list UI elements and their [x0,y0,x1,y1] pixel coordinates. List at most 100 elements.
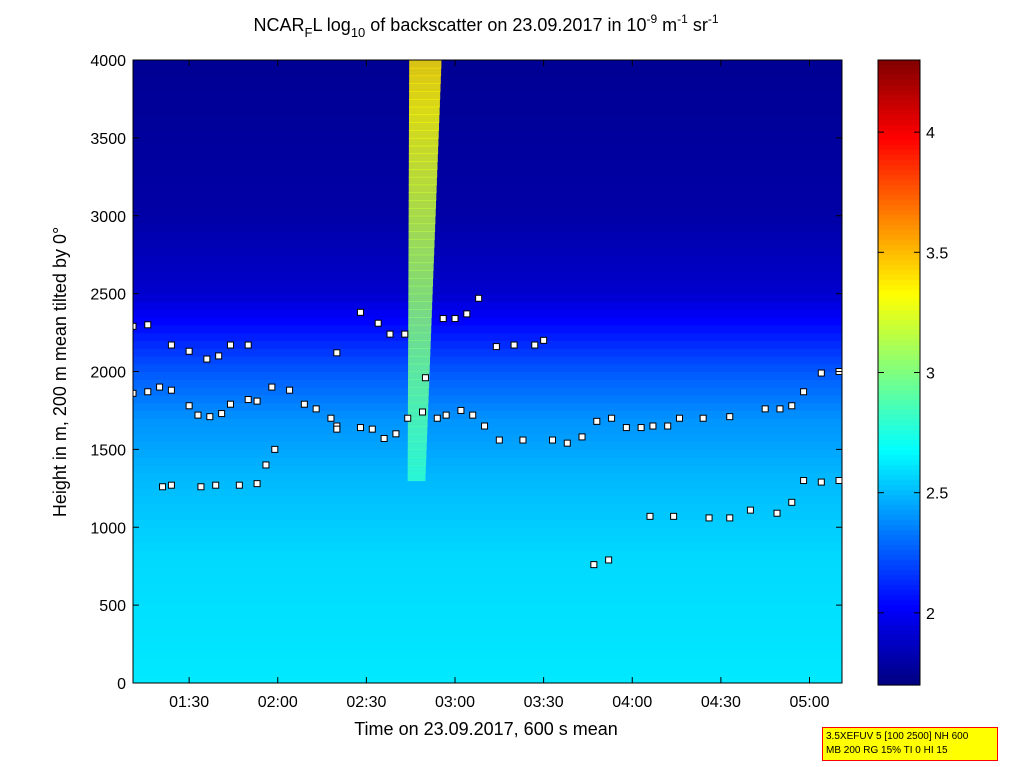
colorbar-cell [878,325,920,331]
colorbar-cell [878,605,920,611]
y-tick-label: 4000 [90,53,126,70]
heatmap-band [133,612,842,622]
detection-marker [133,322,137,330]
heatmap-band [133,402,842,412]
heatmap-band [133,550,842,559]
heatmap-band [133,597,842,606]
colorbar-cell [878,600,920,606]
heatmap-band [133,387,842,396]
heatmap-band [133,371,842,380]
detection-marker [215,352,223,360]
heatmap-band [133,91,842,100]
x-tick-label: 02:00 [258,694,298,711]
heatmap-band [133,239,842,248]
heatmap-band [133,332,842,341]
chart-title: NCARFL log10 of backscatter on 23.09.201… [253,12,718,40]
colorbar-cell [878,335,920,341]
heatmap-band [133,278,842,287]
colorbar-cell [878,180,920,186]
detection-marker [300,400,308,408]
heatmap-band [133,496,842,505]
colorbar-cell [878,115,920,121]
detection-marker [540,336,548,344]
plume-band [408,301,433,310]
colorbar-cell [878,340,920,346]
detection-marker [492,343,500,351]
detection-marker [167,386,175,394]
detection-marker [235,481,243,489]
detection-marker [531,341,539,349]
colorbar-cell [878,530,920,536]
detection-marker [404,414,412,422]
colorbar-cell [878,280,920,286]
colorbar-cell [878,220,920,226]
detection-marker [386,330,394,338]
detection-marker [206,413,214,421]
plume-band [409,98,440,108]
colorbar-cell [878,480,920,486]
heatmap-band [133,316,842,326]
colorbar-cell [878,230,920,236]
plume-band [408,122,440,131]
y-tick-label: 1000 [90,520,126,537]
detection-marker [286,386,294,394]
plume-band [409,75,441,84]
detection-marker [253,480,261,488]
colorbar-cell [878,260,920,266]
colorbar-cell [878,155,920,161]
detection-marker [469,411,477,419]
detection-marker [800,388,808,396]
detection-marker [194,411,202,419]
heatmap-band [133,153,842,162]
detection-marker [401,330,409,338]
colorbar-cell [878,520,920,526]
colorbar-cell [878,670,920,676]
plume-band [408,231,435,240]
plume-band [409,106,440,116]
x-tick-label: 04:30 [701,694,741,711]
colorbar-cell [878,620,920,626]
colorbar-cell [878,510,920,516]
colorbar-cell [878,150,920,156]
heatmap-band [133,394,842,404]
heatmap-band [133,519,842,528]
heatmap-band [133,169,842,178]
plume-band [408,355,431,365]
detection-marker [421,374,429,382]
heatmap-band [133,145,842,155]
heatmap-band [133,620,842,630]
marker-layer [133,294,842,569]
detection-marker [133,389,137,397]
colorbar-cell [878,210,920,216]
colorbar-cell [878,550,920,556]
colorbar-cell [878,650,920,656]
colorbar-tick-label: 3.5 [926,245,948,262]
heatmap-band [133,223,842,232]
detection-marker [167,341,175,349]
plume-band [408,340,431,349]
plume-band [408,114,440,123]
plume-band [408,270,434,279]
heatmap-area [133,60,842,683]
heatmap-band [133,659,842,669]
heatmap-band [133,511,842,521]
colorbar-cell [878,310,920,316]
processing-info-box: 3.5XEFUV 5 [100 2500] NH 600 MB 200 RG 1… [822,727,998,761]
colorbar-cell [878,60,920,66]
colorbar-cell [878,515,920,521]
heatmap-band [133,527,842,536]
plume-band [409,91,441,100]
colorbar-cell [878,640,920,646]
y-tick-label: 3000 [90,209,126,226]
colorbar-cell [878,490,920,496]
detection-marker [419,408,427,416]
colorbar-cell [878,320,920,326]
detection-marker [244,341,252,349]
detection-marker [374,319,382,327]
detection-marker [253,397,261,405]
detection-marker [442,411,450,419]
heatmap-band [133,130,842,139]
colorbar-cell [878,380,920,386]
detection-marker [156,383,164,391]
detection-marker [608,414,616,422]
